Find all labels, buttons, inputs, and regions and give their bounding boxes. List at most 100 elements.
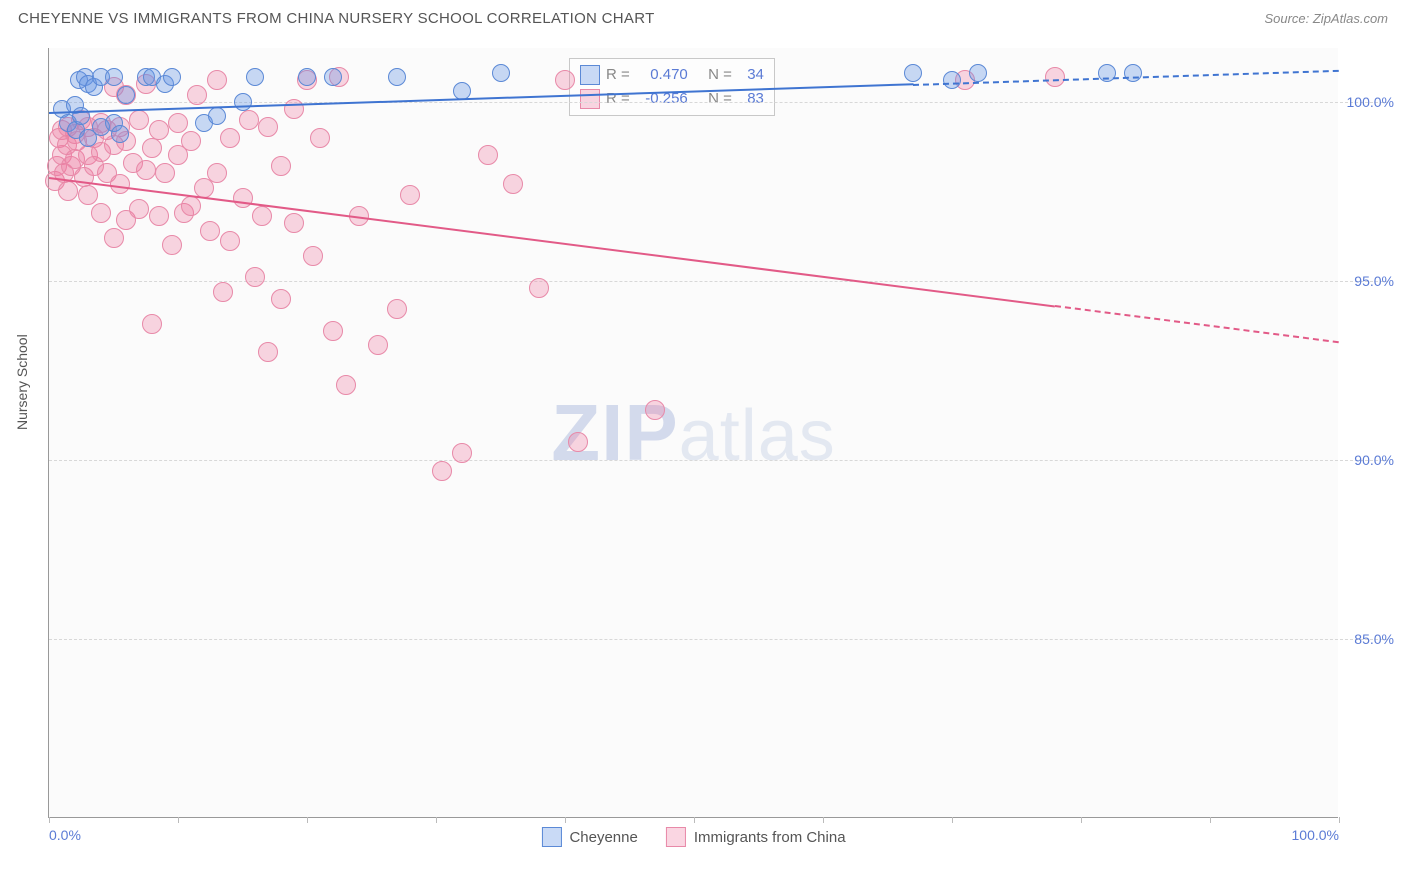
y-tick-label: 90.0% [1344, 452, 1394, 468]
legend-item-1: Cheyenne [541, 827, 637, 847]
series1-point [969, 64, 987, 82]
series1-point [117, 86, 135, 104]
series2-point [303, 246, 323, 266]
x-tick [1081, 817, 1082, 823]
series1-point [163, 68, 181, 86]
series1-trendline [49, 84, 913, 115]
series1-point [388, 68, 406, 86]
y-axis-label: Nursery School [14, 334, 30, 430]
series2-point [91, 203, 111, 223]
series2-point [233, 188, 253, 208]
series1-point [105, 68, 123, 86]
legend-item-2: Immigrants from China [666, 827, 846, 847]
series2-point [271, 156, 291, 176]
swatch-series1 [541, 827, 561, 847]
series1-point [208, 107, 226, 125]
n-value-1: 34 [738, 63, 764, 87]
series1-point [943, 71, 961, 89]
series2-point [181, 196, 201, 216]
series2-point [213, 282, 233, 302]
series2-point [162, 235, 182, 255]
watermark: ZIPatlas [551, 387, 836, 479]
series-legend: Cheyenne Immigrants from China [541, 827, 845, 847]
x-tick [823, 817, 824, 823]
x-tick [307, 817, 308, 823]
watermark-part2: atlas [679, 396, 836, 476]
series1-point [324, 68, 342, 86]
series2-trendline [49, 177, 1055, 307]
legend-label-1: Cheyenne [569, 829, 637, 846]
series2-point [220, 231, 240, 251]
series2-point [400, 185, 420, 205]
x-tick [1210, 817, 1211, 823]
series2-point [136, 160, 156, 180]
series2-point [104, 228, 124, 248]
y-tick-label: 85.0% [1344, 631, 1394, 647]
x-tick-label: 100.0% [1292, 827, 1339, 843]
series2-point [503, 174, 523, 194]
series2-point [168, 113, 188, 133]
series2-point [387, 299, 407, 319]
series2-point [1045, 67, 1065, 87]
stats-legend: R = 0.470 N = 34 R = -0.256 N = 83 [569, 58, 775, 116]
series2-point [58, 181, 78, 201]
series1-point [111, 125, 129, 143]
series2-point [149, 120, 169, 140]
series2-point [129, 110, 149, 130]
x-tick-label: 0.0% [49, 827, 81, 843]
series2-point [568, 432, 588, 452]
series2-point [239, 110, 259, 130]
x-tick [436, 817, 437, 823]
series2-point [310, 128, 330, 148]
series2-point [245, 267, 265, 287]
series2-point [529, 278, 549, 298]
series2-point [187, 85, 207, 105]
chart-title: CHEYENNE VS IMMIGRANTS FROM CHINA NURSER… [18, 10, 655, 27]
swatch-series1 [580, 65, 600, 85]
chart-header: CHEYENNE VS IMMIGRANTS FROM CHINA NURSER… [0, 0, 1406, 35]
series2-point [155, 163, 175, 183]
series2-point [207, 70, 227, 90]
series2-point [323, 321, 343, 341]
series2-point [181, 131, 201, 151]
swatch-series2 [580, 89, 600, 109]
label-R: R = [606, 63, 630, 87]
series2-point [142, 138, 162, 158]
series2-point [284, 99, 304, 119]
y-tick-label: 95.0% [1344, 273, 1394, 289]
series2-point [284, 213, 304, 233]
series2-point [645, 400, 665, 420]
x-tick [1339, 817, 1340, 823]
series2-point [368, 335, 388, 355]
series2-point [149, 206, 169, 226]
chart-source: Source: ZipAtlas.com [1264, 11, 1388, 26]
label-R: R = [606, 87, 630, 111]
x-tick [952, 817, 953, 823]
stats-row-1: R = 0.470 N = 34 [580, 63, 764, 87]
series2-point [78, 185, 98, 205]
series2-point [478, 145, 498, 165]
series1-point [1124, 64, 1142, 82]
series2-point [252, 206, 272, 226]
x-tick [49, 817, 50, 823]
series2-point [110, 174, 130, 194]
series2-point [142, 314, 162, 334]
gridline-h [49, 460, 1388, 461]
series2-point [207, 163, 227, 183]
y-tick-label: 100.0% [1344, 94, 1394, 110]
series2-point [336, 375, 356, 395]
x-tick [694, 817, 695, 823]
swatch-series2 [666, 827, 686, 847]
series2-trendline [1055, 305, 1339, 343]
series2-point [258, 342, 278, 362]
x-tick [565, 817, 566, 823]
legend-label-2: Immigrants from China [694, 829, 846, 846]
series2-point [200, 221, 220, 241]
series1-point [298, 68, 316, 86]
series2-point [452, 443, 472, 463]
series2-point [271, 289, 291, 309]
series2-point [129, 199, 149, 219]
r-value-1: 0.470 [636, 63, 688, 87]
series2-point [258, 117, 278, 137]
scatter-chart: ZIPatlas R = 0.470 N = 34 R = -0.256 N =… [48, 48, 1338, 818]
